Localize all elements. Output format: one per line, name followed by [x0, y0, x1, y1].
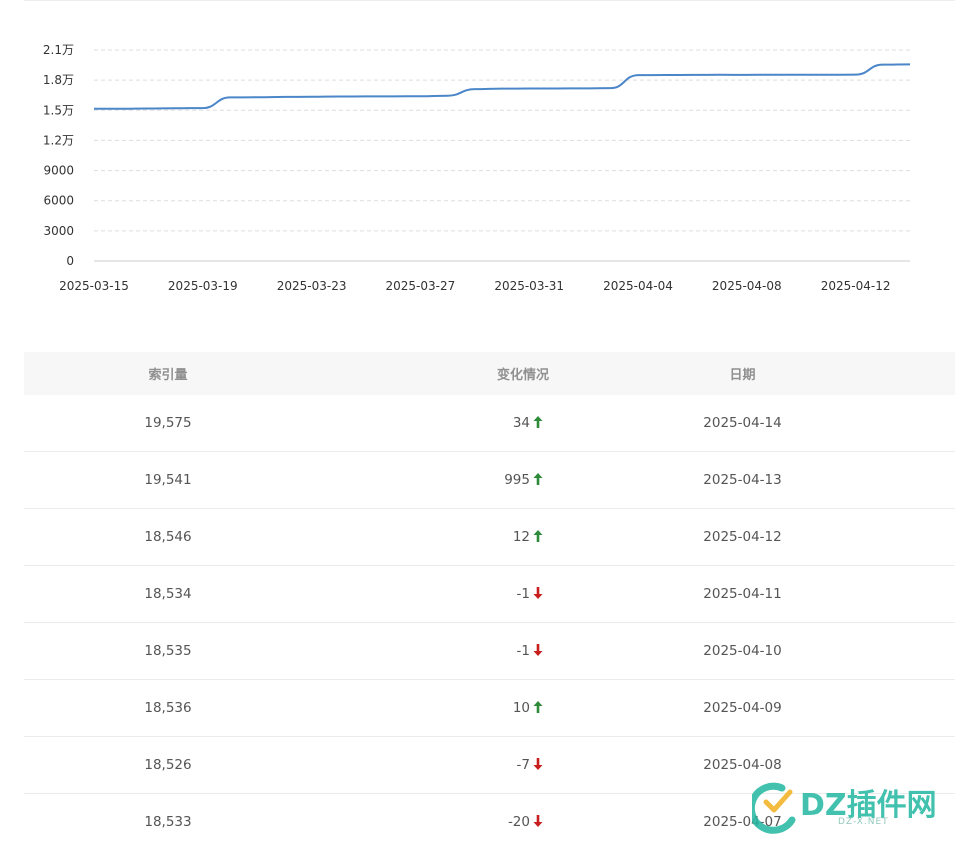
date-value: 2025-04-12 [589, 508, 955, 566]
y-tick-label: 1.2万 [43, 133, 74, 147]
arrow-down-icon [533, 815, 543, 827]
spacer-cell [547, 565, 589, 623]
watermark-subtext: DZ-X.NET [838, 817, 889, 827]
index-value: 19,541 [24, 451, 312, 509]
x-tick-label: 2025-04-08 [712, 279, 782, 293]
table-row: 18,546 12 2025-04-12 [24, 508, 955, 566]
arrow-down-icon [533, 587, 543, 599]
x-tick-label: 2025-04-04 [603, 279, 673, 293]
y-tick-label: 2.1万 [43, 43, 74, 57]
x-tick-label: 2025-03-31 [494, 279, 564, 293]
change-value: 10 [512, 700, 530, 716]
spacer-cell [547, 679, 589, 737]
index-line-chart: 0 3000 6000 9000 1.2万 1.5万 1.8万 2.1万 2025-03-15… [43, 43, 911, 293]
y-tick-label: 3000 [43, 224, 74, 238]
chart-grid [94, 49, 910, 262]
index-value: 18,533 [24, 793, 312, 845]
change-value: -20 [507, 814, 530, 830]
x-tick-label: 2025-03-23 [277, 279, 347, 293]
index-value: 18,546 [24, 508, 312, 566]
header-change: 变化情况 [312, 352, 549, 395]
x-tick-label: 2025-04-12 [821, 279, 891, 293]
header-date: 日期 [589, 352, 955, 395]
index-table: 索引量 变化情况 日期 19,575 34 2025-04-14 19,541 995 2… [24, 352, 955, 845]
spacer-cell [547, 395, 589, 452]
top-divider [24, 0, 955, 1]
change-value: 995 [504, 472, 530, 488]
change-cell: 12 [312, 508, 547, 566]
y-tick-label: 0 [66, 254, 74, 268]
change-cell: -7 [312, 736, 547, 794]
x-axis-ticks: 2025-03-15 2025-03-19 2025-03-23 2025-03-27… [59, 279, 890, 293]
change-value: 12 [512, 529, 530, 545]
header-spacer [547, 352, 589, 395]
date-value: 2025-04-09 [589, 679, 955, 737]
table-row: 18,534 -1 2025-04-11 [24, 565, 955, 623]
y-axis-ticks: 0 3000 6000 9000 1.2万 1.5万 1.8万 2.1万 [43, 43, 74, 268]
arrow-up-icon [533, 416, 543, 428]
change-cell: -1 [312, 565, 547, 623]
change-cell: -20 [312, 793, 547, 845]
y-tick-label: 1.8万 [43, 73, 74, 87]
spacer-cell [547, 451, 589, 509]
arrow-up-icon [533, 473, 543, 485]
change-value: 34 [512, 415, 530, 431]
table-row: 19,541 995 2025-04-13 [24, 451, 955, 509]
date-value: 2025-04-10 [589, 622, 955, 680]
series-line-layer [93, 63, 911, 110]
x-tick-label: 2025-03-27 [386, 279, 456, 293]
y-tick-label: 9000 [43, 164, 74, 178]
series-line [93, 63, 911, 110]
index-value: 18,534 [24, 565, 312, 623]
arrow-down-icon [533, 758, 543, 770]
index-value: 18,535 [24, 622, 312, 680]
date-value: 2025-04-14 [589, 395, 955, 452]
arrow-up-icon [533, 701, 543, 713]
index-table-container: 索引量 变化情况 日期 19,575 34 2025-04-14 19,541 995 2… [24, 352, 955, 845]
spacer-cell [547, 736, 589, 794]
y-tick-label: 1.5万 [43, 103, 74, 117]
index-value: 18,536 [24, 679, 312, 737]
x-tick-label: 2025-03-15 [59, 279, 129, 293]
header-change-label: 变化情况 [496, 368, 549, 383]
table-header-row: 索引量 变化情况 日期 [24, 352, 955, 395]
change-cell: 10 [312, 679, 547, 737]
index-value: 19,575 [24, 395, 312, 452]
date-value: 2025-04-11 [589, 565, 955, 623]
table-row: 19,575 34 2025-04-14 [24, 395, 955, 452]
spacer-cell [547, 508, 589, 566]
change-value: -1 [516, 643, 530, 659]
x-tick-label: 2025-03-19 [168, 279, 238, 293]
change-cell: -1 [312, 622, 547, 680]
change-value: -1 [516, 586, 530, 602]
spacer-cell [547, 622, 589, 680]
spacer-cell [547, 793, 589, 845]
table-row: 18,535 -1 2025-04-10 [24, 622, 955, 680]
change-cell: 995 [312, 451, 547, 509]
arrow-down-icon [533, 644, 543, 656]
change-cell: 34 [312, 395, 547, 452]
table-row: 18,536 10 2025-04-09 [24, 679, 955, 737]
arrow-up-icon [533, 530, 543, 542]
change-value: -7 [516, 757, 530, 773]
watermark-text: DZ插件网 [800, 788, 937, 823]
watermark-logo: DZ插件网 DZ-X.NET [752, 778, 942, 836]
index-value: 18,526 [24, 736, 312, 794]
date-value: 2025-04-13 [589, 451, 955, 509]
header-index: 索引量 [24, 352, 312, 395]
y-tick-label: 6000 [43, 194, 74, 208]
watermark-logo-icon [752, 782, 796, 834]
